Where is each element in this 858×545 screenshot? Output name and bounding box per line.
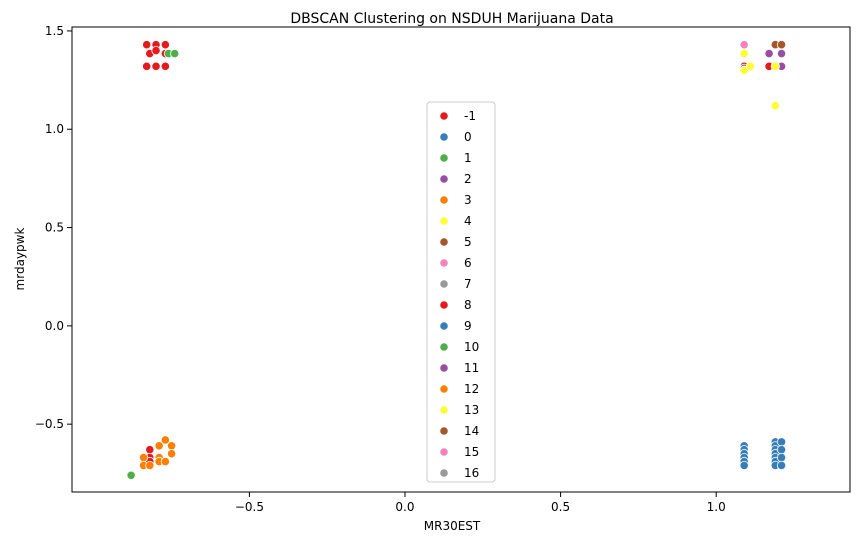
legend-marker-cluster-16 <box>439 468 449 478</box>
legend-marker-cluster-7 <box>439 279 449 289</box>
legend-label-cluster-15: 15 <box>464 445 479 459</box>
data-point-cluster-2 <box>764 48 774 59</box>
data-point-cluster-3 <box>166 441 177 451</box>
legend-marker-cluster-9 <box>439 321 449 331</box>
y-tick-label: 0.5 <box>45 221 64 235</box>
legend-label-cluster-1: 1 <box>464 151 472 165</box>
data-point-cluster-0 <box>776 437 787 447</box>
data-point-cluster--1 <box>160 40 170 50</box>
legend-label-cluster-16: 16 <box>464 466 479 480</box>
y-axis-label: mrdaypwk <box>13 228 27 291</box>
y-tick-label: 1.5 <box>45 24 64 38</box>
data-point-cluster--1 <box>151 45 161 56</box>
legend-marker-cluster--1 <box>439 111 449 121</box>
legend-marker-cluster-11 <box>439 363 449 373</box>
legend-marker-cluster-6 <box>439 258 449 268</box>
legend-label-cluster-7: 7 <box>464 277 472 291</box>
plot-frame <box>71 26 851 493</box>
legend-label-cluster-12: 12 <box>464 382 479 396</box>
data-point-cluster-3 <box>160 435 170 445</box>
data-point-cluster-3 <box>138 452 149 463</box>
data-point-cluster-3 <box>154 441 164 451</box>
data-point-cluster-5 <box>776 40 787 50</box>
x-tick-label: −0.5 <box>235 500 264 514</box>
legend-label-cluster-8: 8 <box>464 298 472 312</box>
data-point-cluster-0 <box>776 445 787 455</box>
data-point-cluster-0 <box>739 460 749 471</box>
x-tick-label: 0.5 <box>551 500 570 514</box>
data-point-cluster--1 <box>151 61 161 71</box>
legend-marker-cluster-5 <box>439 237 449 247</box>
data-point-cluster--1 <box>145 445 155 455</box>
y-axis: −0.5 0.0 0.5 1.0 1.5 <box>35 24 72 431</box>
legend-marker-cluster-3 <box>439 195 449 205</box>
legend-label-cluster-10: 10 <box>464 340 479 354</box>
points-layer <box>126 40 787 480</box>
legend-marker-cluster-0 <box>439 132 449 142</box>
legend-marker-cluster-2 <box>439 174 449 184</box>
data-point-cluster-4 <box>770 101 780 111</box>
data-point-cluster-4 <box>745 61 756 71</box>
legend-marker-cluster-10 <box>439 342 449 352</box>
y-tick-label: −0.5 <box>35 417 64 431</box>
data-point-cluster-0 <box>776 460 787 471</box>
data-point-cluster-4 <box>770 61 780 71</box>
legend-marker-cluster-4 <box>439 216 449 226</box>
y-tick-label: 0.0 <box>45 319 64 333</box>
data-point-cluster-3 <box>145 460 155 471</box>
data-point-cluster-6 <box>739 40 749 50</box>
x-tick-label: 1.0 <box>707 500 726 514</box>
legend-marker-cluster-12 <box>439 384 449 394</box>
data-point-cluster-1 <box>126 470 136 480</box>
legend-label-cluster-9: 9 <box>464 319 472 333</box>
legend-label-cluster-6: 6 <box>464 256 472 270</box>
data-point-cluster-4 <box>739 48 749 59</box>
legend-marker-cluster-14 <box>439 426 449 436</box>
legend-label-cluster-11: 11 <box>464 361 479 375</box>
legend-marker-cluster-13 <box>439 405 449 415</box>
data-point-cluster--1 <box>160 61 170 71</box>
legend-label-cluster-4: 4 <box>464 214 472 228</box>
legend-marker-cluster-15 <box>439 447 449 457</box>
data-point-cluster-3 <box>166 449 177 459</box>
legend-label-cluster-5: 5 <box>464 235 472 249</box>
x-tick-label: 0.0 <box>395 500 414 514</box>
data-point-cluster--1 <box>142 61 152 71</box>
legend-marker-cluster-8 <box>439 300 449 310</box>
data-point-cluster-2 <box>776 48 787 59</box>
data-point-cluster--1 <box>142 40 152 50</box>
data-point-cluster-1 <box>170 48 180 59</box>
y-tick-label: 1.0 <box>45 122 64 136</box>
legend-label-cluster-14: 14 <box>464 424 479 438</box>
legend-marker-cluster-1 <box>439 153 449 163</box>
x-axis: −0.5 0.0 0.5 1.0 <box>235 492 726 514</box>
legend-label-cluster-3: 3 <box>464 193 472 207</box>
data-point-cluster-0 <box>776 452 787 463</box>
legend-label-cluster--1: -1 <box>464 109 476 123</box>
data-point-cluster-3 <box>160 456 170 467</box>
legend-label-cluster-13: 13 <box>464 403 479 417</box>
legend-label-cluster-0: 0 <box>464 130 472 144</box>
x-axis-label: MR30EST <box>424 519 481 533</box>
legend-box <box>426 101 496 483</box>
chart-title: DBSCAN Clustering on NSDUH Marijuana Dat… <box>290 11 613 27</box>
legend-label-cluster-2: 2 <box>464 172 472 186</box>
